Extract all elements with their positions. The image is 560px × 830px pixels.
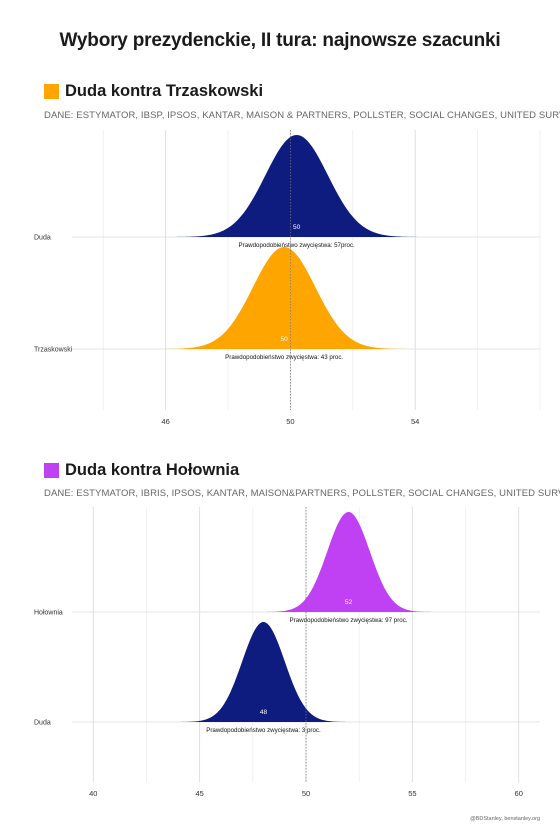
series-name-label: Duda — [34, 720, 51, 727]
panel-2-sources: DANE: ESTYMATOR, IBRIS, IPSOS, KANTAR, M… — [44, 488, 560, 499]
panel-1-sources: DANE: ESTYMATOR, IBSP, IPSOS, KANTAR, MA… — [44, 110, 560, 121]
median-label: 52 — [345, 599, 353, 606]
median-label: 48 — [260, 709, 268, 716]
panel-1-title: Duda kontra Trzaskowski — [65, 82, 264, 100]
panel-2-chart: 52 Hołownia Prawdopodobieństwo zwycięstwa:… — [34, 507, 540, 798]
median-label: 50 — [281, 336, 289, 343]
win-probability-label: Prawdopodobieństwo zwycięstwa: 97 proc. — [290, 617, 408, 624]
x-tick-label: 50 — [302, 789, 310, 798]
win-probability-label: Prawdopodobieństwo zwycięstwa: 43 proc. — [225, 354, 343, 361]
x-tick-label: 50 — [286, 417, 294, 426]
median-label: 50 — [293, 224, 301, 231]
series-name-label: Duda — [34, 235, 51, 242]
x-tick-label: 40 — [89, 789, 97, 798]
credit: @BDStanley, benstanley.org — [470, 816, 540, 822]
panel-1-chart: 50 Duda Prawdopodobieństwo zwycięstwa: 57p… — [34, 130, 541, 426]
win-probability-label: Prawdopodobieństwo zwycięstwa: 57proc. — [239, 242, 356, 249]
series-name-label: Hołownia — [34, 610, 63, 617]
x-tick-label: 46 — [161, 417, 169, 426]
x-tick-label: 54 — [411, 417, 419, 426]
panel-2-swatch — [44, 463, 59, 478]
panel-1-swatch — [44, 84, 59, 99]
panel-2-header: Duda kontra Hołownia — [44, 461, 239, 480]
density-area-duda — [72, 135, 540, 237]
win-probability-label: Prawdopodobieństwo zwycięstwa: 3 proc. — [206, 727, 321, 734]
x-tick-label: 60 — [515, 789, 523, 798]
series-name-label: Trzaskowski — [34, 347, 73, 354]
x-tick-label: 45 — [195, 789, 203, 798]
density-area-trzaskowski — [72, 247, 540, 349]
panel-1-header: Duda kontra Trzaskowski — [44, 82, 263, 101]
chart-title: Wybory prezydenckie, II tura: najnowsze … — [59, 30, 501, 51]
panel-2-title: Duda kontra Hołownia — [65, 461, 240, 479]
x-tick-label: 55 — [408, 789, 416, 798]
